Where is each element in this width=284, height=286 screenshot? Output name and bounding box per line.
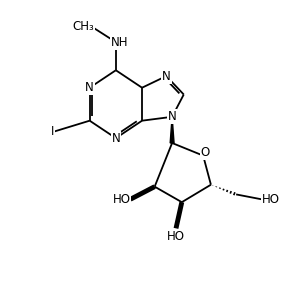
Text: N: N bbox=[85, 81, 94, 94]
Text: N: N bbox=[168, 110, 176, 123]
Text: CH₃: CH₃ bbox=[73, 20, 95, 33]
Text: O: O bbox=[201, 146, 210, 159]
Text: HO: HO bbox=[112, 193, 130, 206]
Text: NH: NH bbox=[111, 36, 128, 49]
Text: N: N bbox=[112, 132, 120, 145]
Text: I: I bbox=[50, 125, 54, 138]
Text: HO: HO bbox=[167, 230, 185, 243]
Text: HO: HO bbox=[262, 193, 280, 206]
Text: N: N bbox=[162, 69, 171, 83]
Polygon shape bbox=[170, 117, 174, 143]
